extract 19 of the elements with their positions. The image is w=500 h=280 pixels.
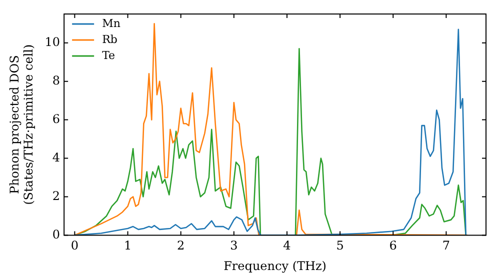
x-tick-label: 3 xyxy=(230,238,238,253)
y-tick-label: 6 xyxy=(52,112,60,126)
y-tick-label: 8 xyxy=(52,73,60,88)
x-tick-label: 2 xyxy=(177,238,185,253)
x-tick-label: 5 xyxy=(336,238,344,253)
x-tick-label: 6 xyxy=(389,238,397,253)
x-tick-label: 0 xyxy=(70,238,79,253)
y-tick-label: 4 xyxy=(52,150,60,164)
legend-label: Mn xyxy=(102,16,120,30)
x-axis-title: Frequency (THz) xyxy=(224,258,326,273)
x-tick-label: 4 xyxy=(283,238,292,253)
x-tick-label: 7 xyxy=(442,238,450,253)
y-tick-label: 10 xyxy=(44,34,60,49)
x-tick-label: 1 xyxy=(124,238,132,253)
y-tick-label: 2 xyxy=(52,188,60,203)
y-axis-title: Phonon projected DOS (States/THz·primitive cell) xyxy=(7,44,36,205)
legend-label: Te xyxy=(102,48,116,62)
y-tick-label: 0 xyxy=(52,227,60,242)
legend-label: Rb xyxy=(102,32,118,46)
